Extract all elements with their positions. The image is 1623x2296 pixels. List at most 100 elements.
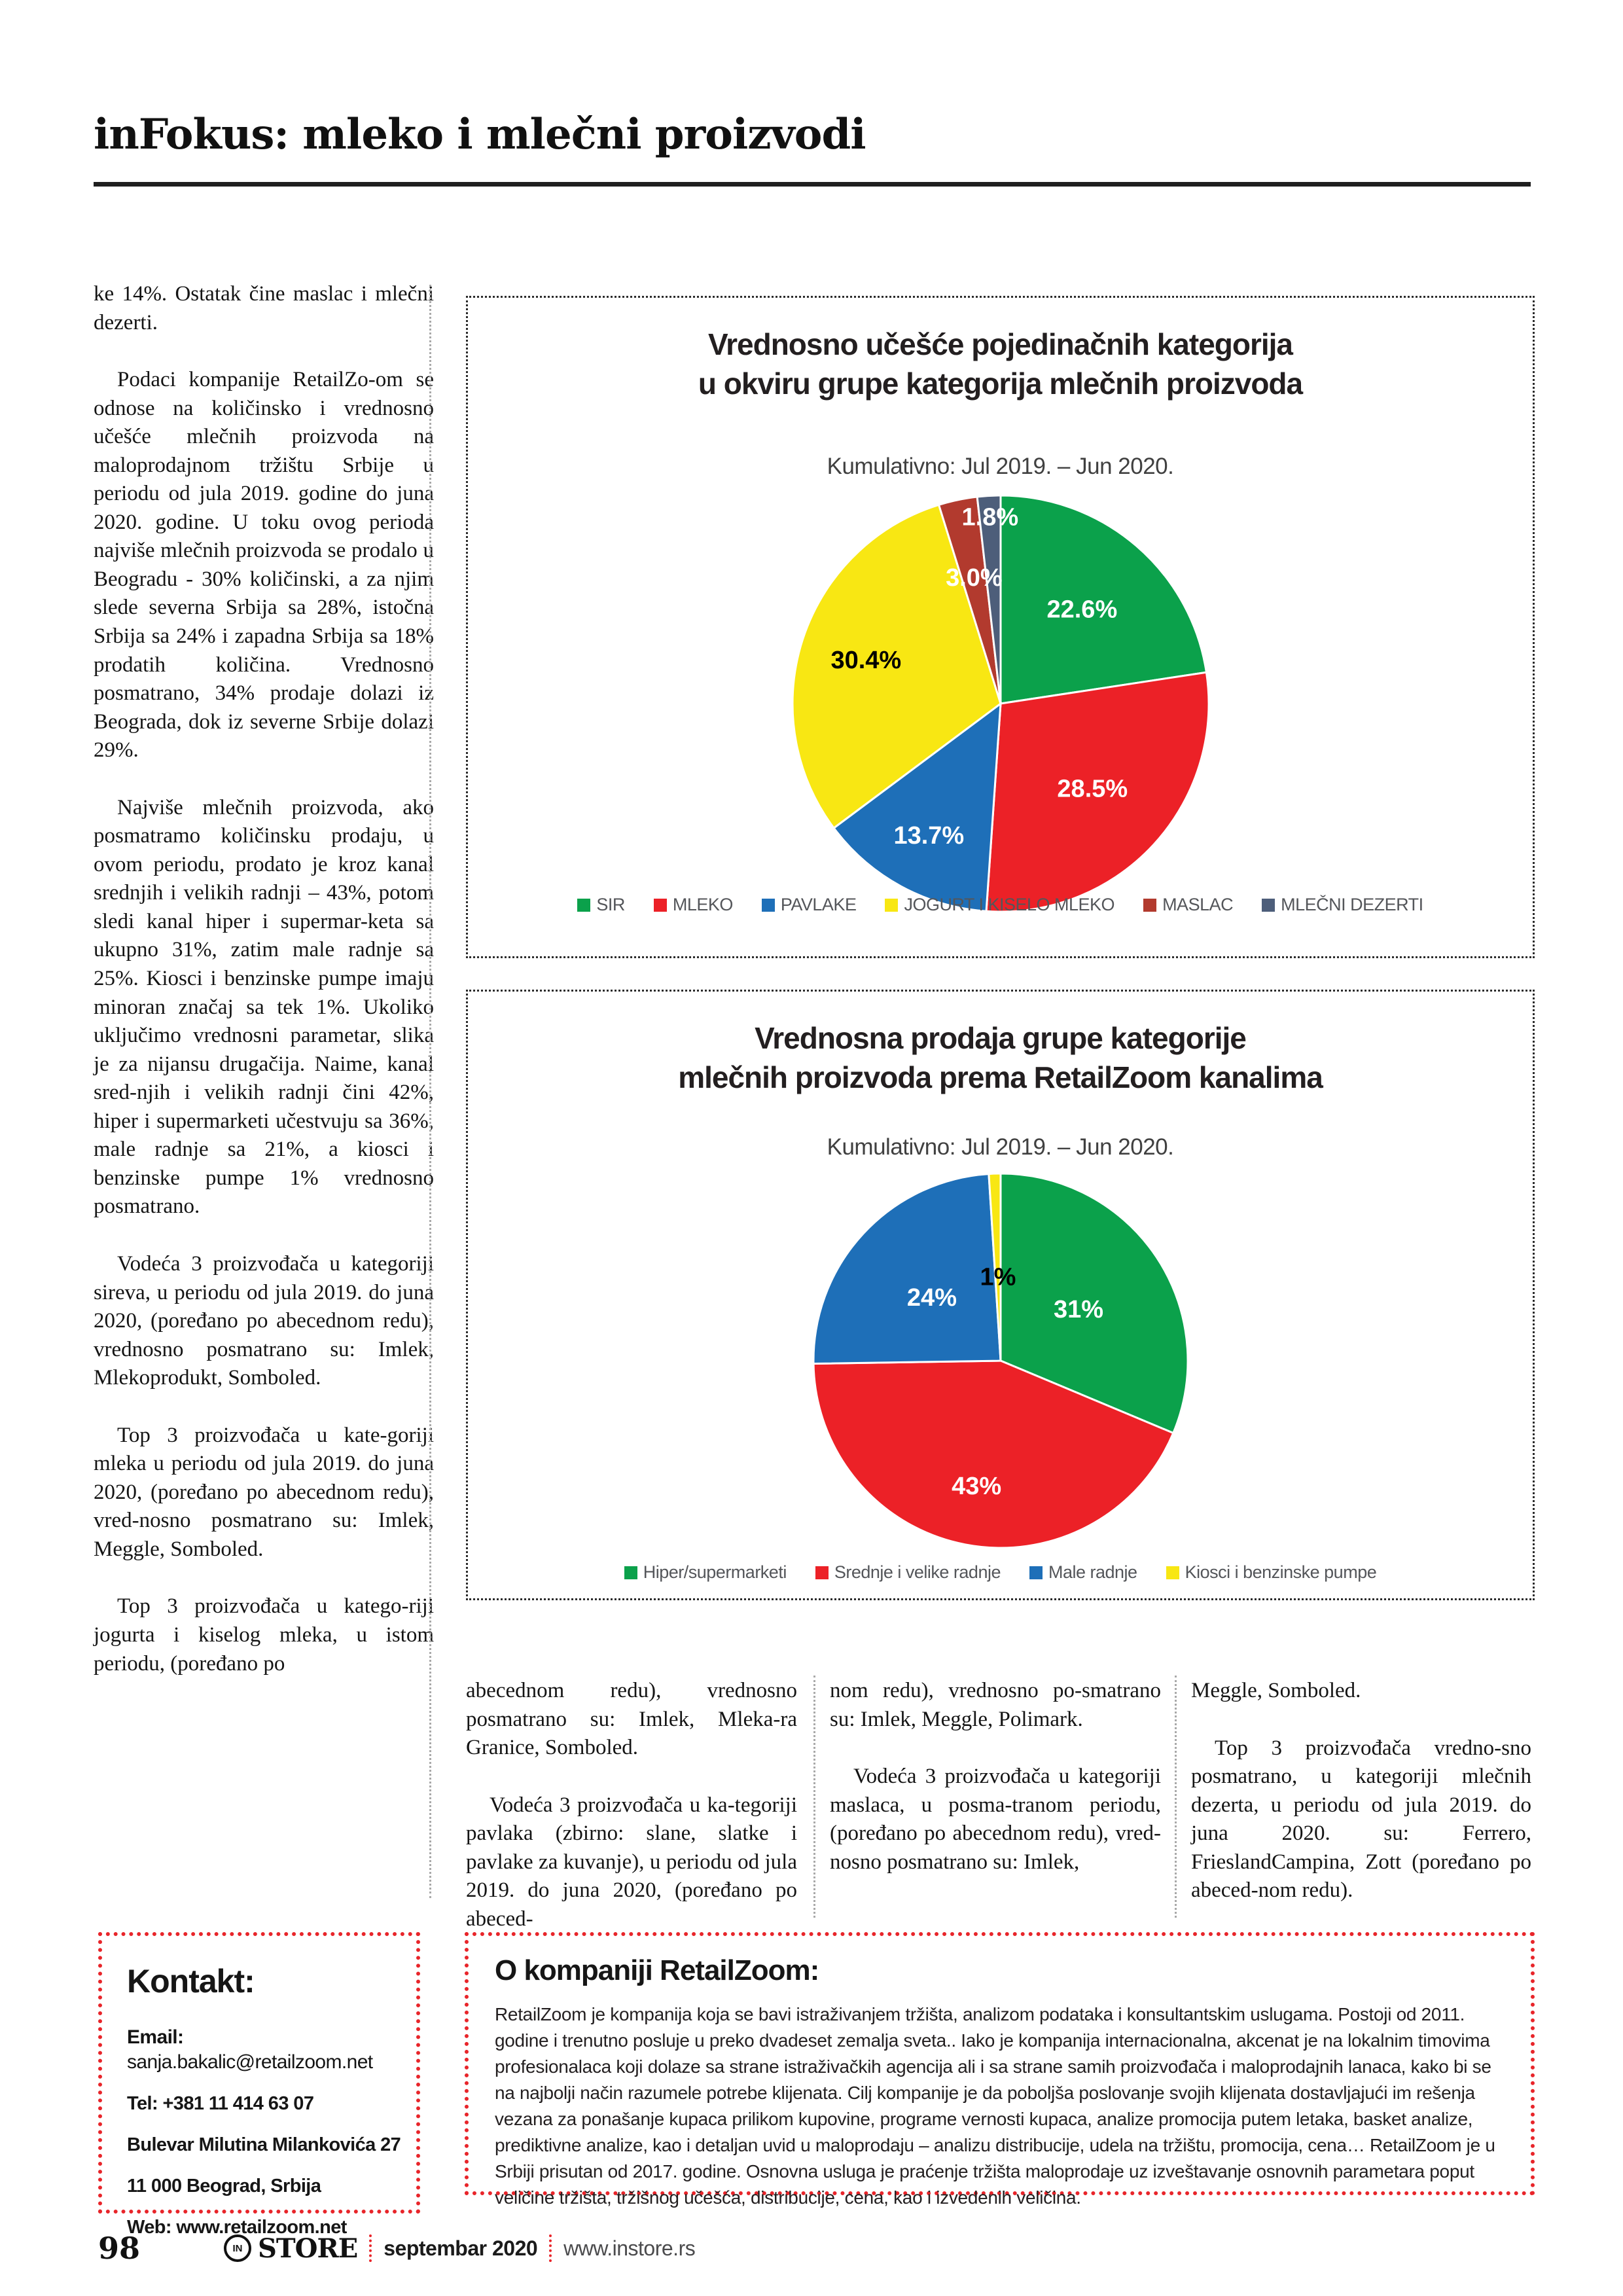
legend-item: SIR	[577, 895, 625, 915]
legend-item: MASLAC	[1143, 895, 1234, 915]
contact-address-line1: Bulevar Milutina Milankovića 27	[127, 2134, 401, 2155]
legend-item: Kiosci i benzinske pumpe	[1166, 1562, 1377, 1583]
pie-value-label: 43%	[952, 1473, 1001, 1500]
chart-title-channels: Vrednosna prodaja grupe kategorije mlečn…	[468, 1019, 1533, 1098]
legend-item: MLEKO	[653, 895, 734, 915]
paragraph: Top 3 proizvođača u katego-riji jogurta …	[94, 1594, 434, 1676]
chart-legend-channels: Hiper/supermarketi Srednje i velike radnj…	[468, 1562, 1533, 1583]
pie-wrap: 22.6% 28.5% 13.7% 30.4% 3.0% 1.8%	[468, 492, 1533, 916]
contact-box: Kontakt: Email: sanja.bakalic@retailzoom…	[98, 1932, 420, 2238]
bottom-column-2: nom redu), vrednosno po-smatrano su: Iml…	[830, 1677, 1161, 1905]
pie-value-label: 3.0%	[946, 564, 1003, 592]
header-rule	[94, 182, 1531, 187]
page-title: inFokus: mleko i mlečni proizvodi	[94, 110, 866, 159]
page-footer: 98 IN STORE septembar 2020 www.instore.r…	[98, 2231, 696, 2266]
pie-value-label: 24%	[906, 1284, 956, 1312]
contact-address-line2: 11 000 Beograd, Srbija	[127, 2176, 321, 2197]
chart-box-channels: Vrednosna prodaja grupe kategorije mlečn…	[466, 990, 1535, 1600]
instore-logo: IN STORE	[224, 2233, 358, 2264]
pie-slice	[984, 671, 1209, 913]
chart-subtitle-categories: Kumulativno: Jul 2019. – Jun 2020.	[827, 454, 1174, 479]
paragraph: Najviše mlečnih proizvoda, ako posmatram…	[94, 795, 434, 1219]
legend-label: JOGURT I KISELO MLEKO	[904, 895, 1115, 914]
paragraph: Meggle, Somboled.	[1191, 1679, 1361, 1702]
column-separator	[429, 285, 431, 1898]
contact-website: Web: www.retailzoom.net	[127, 2217, 347, 2238]
chart-title-line2: u okviru grupe kategorija mlečnih proizv…	[698, 366, 1303, 401]
bottom-column-1: abecednom redu), vrednosno posmatrano su…	[466, 1677, 797, 1962]
pie-slice	[832, 701, 1002, 912]
legend-swatch-icon	[653, 898, 667, 912]
pie-value-label: 30.4%	[830, 647, 901, 674]
left-column: ke 14%. Ostatak čine maslac i mlečni dez…	[94, 280, 434, 1707]
paragraph: ke 14%. Ostatak čine maslac i mlečni dez…	[94, 282, 434, 334]
footer-separator	[369, 2234, 372, 2262]
chart-box-categories: Vrednosno učešće pojedinačnih kategorija…	[466, 296, 1535, 958]
pie-value-label: 28.5%	[1057, 775, 1128, 802]
pie-slice	[999, 494, 1207, 705]
chart-legend-categories: SIR MLEKO PAVLAKE JOGURT I KISELO MLEKO MASL…	[468, 895, 1533, 915]
legend-item: PAVLAKE	[761, 895, 857, 915]
pie-chart-channels: 31% 43% 24% 1%	[812, 1172, 1188, 1549]
legend-swatch-icon	[1029, 1566, 1043, 1579]
about-title: O kompaniji RetailZoom:	[495, 1954, 819, 1986]
legend-item: JOGURT I KISELO MLEKO	[885, 895, 1115, 915]
pie-value-label: 22.6%	[1046, 596, 1117, 623]
chart-title-categories: Vrednosno učešće pojedinačnih kategorija…	[468, 325, 1533, 404]
footer-website: www.instore.rs	[563, 2236, 696, 2260]
bottom-column-3: Meggle, Somboled. Top 3 proizvođača vredn…	[1191, 1677, 1531, 1934]
pie-slice	[812, 1359, 1175, 1549]
column-separator	[813, 1676, 815, 1918]
legend-swatch-icon	[1262, 898, 1275, 912]
pie-slice	[812, 1172, 1002, 1365]
pie-value-label: 1%	[980, 1263, 1016, 1291]
pie-slice	[999, 1172, 1188, 1435]
legend-label: Hiper/supermarketi	[643, 1562, 787, 1582]
pie-value-label: 1.8%	[961, 503, 1018, 531]
legend-label: MLEČNI DEZERTI	[1281, 895, 1423, 914]
pie-slice	[791, 503, 1002, 830]
legend-swatch-icon	[885, 898, 899, 912]
contact-phone: Tel: +381 11 414 63 07	[127, 2093, 314, 2114]
paragraph: Vodeća 3 proizvođača u kategoriji sireva…	[94, 1251, 434, 1390]
paragraph: Vodeća 3 proizvođača u ka-tegoriji pavla…	[466, 1793, 797, 1931]
legend-label: Kiosci i benzinske pumpe	[1185, 1562, 1377, 1582]
paragraph: Vodeća 3 proizvođača u kategoriji maslac…	[830, 1765, 1161, 1874]
page-number: 98	[98, 2231, 141, 2266]
chart-title-line1: Vrednosno učešće pojedinačnih kategorija	[707, 327, 1293, 361]
legend-label: Male radnje	[1048, 1562, 1137, 1582]
footer-issue-date: septembar 2020	[383, 2236, 538, 2260]
column-separator	[1175, 1676, 1177, 1918]
pie-value-label: 13.7%	[893, 822, 964, 850]
footer-separator	[549, 2234, 552, 2262]
instore-logo-text: STORE	[258, 2233, 358, 2264]
about-body: RetailZoom je kompanija koja se bavi ist…	[495, 2004, 1495, 2208]
chart-subtitle-channels: Kumulativno: Jul 2019. – Jun 2020.	[827, 1134, 1174, 1160]
legend-item: Male radnje	[1029, 1562, 1137, 1583]
chart-title-line1: Vrednosna prodaja grupe kategorije	[755, 1021, 1247, 1055]
pie-slice	[987, 1172, 1001, 1361]
pie-chart-categories: 22.6% 28.5% 13.7% 30.4% 3.0% 1.8%	[791, 494, 1209, 913]
legend-swatch-icon	[577, 898, 591, 912]
contact-email-value: sanja.bakalic@retailzoom.net	[127, 2051, 373, 2073]
legend-label: SIR	[596, 895, 625, 914]
legend-swatch-icon	[624, 1566, 637, 1579]
legend-item: MLEČNI DEZERTI	[1262, 895, 1423, 915]
pie-value-label: 31%	[1054, 1296, 1103, 1323]
legend-label: PAVLAKE	[780, 895, 857, 914]
about-company-box: O kompaniji RetailZoom: RetailZoom je ko…	[465, 1932, 1535, 2208]
legend-label: MASLAC	[1162, 895, 1234, 914]
legend-label: Srednje i velike radnje	[834, 1562, 1001, 1582]
paragraph: Top 3 proizvođača vredno-sno posmatrano,…	[1191, 1736, 1531, 1903]
legend-item: Srednje i velike radnje	[815, 1562, 1001, 1583]
chart-title-line2: mlečnih proizvoda prema RetailZoom kanal…	[678, 1060, 1323, 1094]
legend-label: MLEKO	[672, 895, 734, 914]
legend-swatch-icon	[761, 898, 775, 912]
paragraph: abecednom redu), vrednosno posmatrano su…	[466, 1679, 797, 1760]
contact-email-label: Email:	[127, 2026, 184, 2048]
paragraph: nom redu), vrednosno po-smatrano su: Iml…	[830, 1679, 1161, 1731]
legend-swatch-icon	[1143, 898, 1157, 912]
pie-wrap: 31% 43% 24% 1%	[468, 1170, 1533, 1552]
paragraph: Top 3 proizvođača u kate-goriji mleka u …	[94, 1423, 434, 1561]
